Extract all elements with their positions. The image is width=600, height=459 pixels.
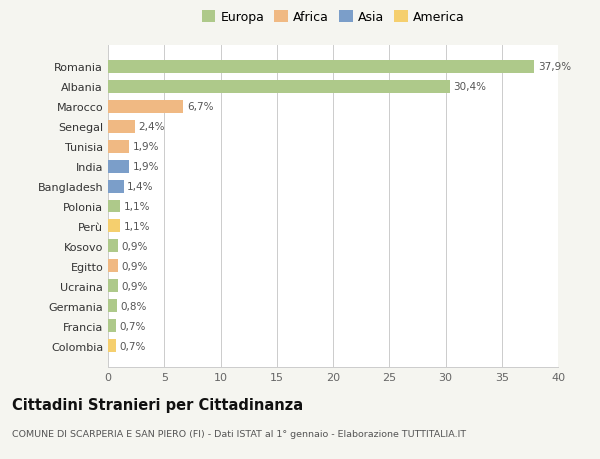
Bar (108, 101, 184, 113)
Bar (108, 340, 116, 353)
Bar (108, 300, 117, 313)
Text: 1,4%: 1,4% (127, 182, 154, 191)
Text: Cittadini Stranieri per Cittadinanza: Cittadini Stranieri per Cittadinanza (12, 397, 303, 412)
Text: 1,9%: 1,9% (133, 142, 159, 152)
Bar (108, 240, 118, 253)
Text: 0,9%: 0,9% (121, 281, 148, 291)
Bar (108, 80, 450, 93)
Bar (108, 160, 130, 173)
Bar (108, 260, 118, 273)
Bar (108, 200, 121, 213)
Text: 1,9%: 1,9% (133, 162, 159, 172)
Legend: Europa, Africa, Asia, America: Europa, Africa, Asia, America (199, 9, 467, 27)
Text: 0,9%: 0,9% (121, 241, 148, 252)
Bar (108, 280, 118, 293)
Text: 1,1%: 1,1% (124, 202, 150, 212)
Text: 0,7%: 0,7% (119, 321, 146, 331)
Text: 37,9%: 37,9% (538, 62, 571, 72)
Text: 0,9%: 0,9% (121, 261, 148, 271)
Bar (108, 61, 535, 73)
Text: 0,8%: 0,8% (121, 301, 147, 311)
Bar (108, 220, 121, 233)
Text: 30,4%: 30,4% (454, 82, 487, 92)
Bar (108, 320, 116, 333)
Text: 1,1%: 1,1% (124, 222, 150, 231)
Bar (108, 120, 135, 133)
Text: 0,7%: 0,7% (119, 341, 146, 351)
Text: 2,4%: 2,4% (139, 122, 165, 132)
Bar (108, 140, 130, 153)
Text: COMUNE DI SCARPERIA E SAN PIERO (FI) - Dati ISTAT al 1° gennaio - Elaborazione T: COMUNE DI SCARPERIA E SAN PIERO (FI) - D… (12, 429, 466, 438)
Text: 6,7%: 6,7% (187, 102, 213, 112)
Bar (108, 180, 124, 193)
